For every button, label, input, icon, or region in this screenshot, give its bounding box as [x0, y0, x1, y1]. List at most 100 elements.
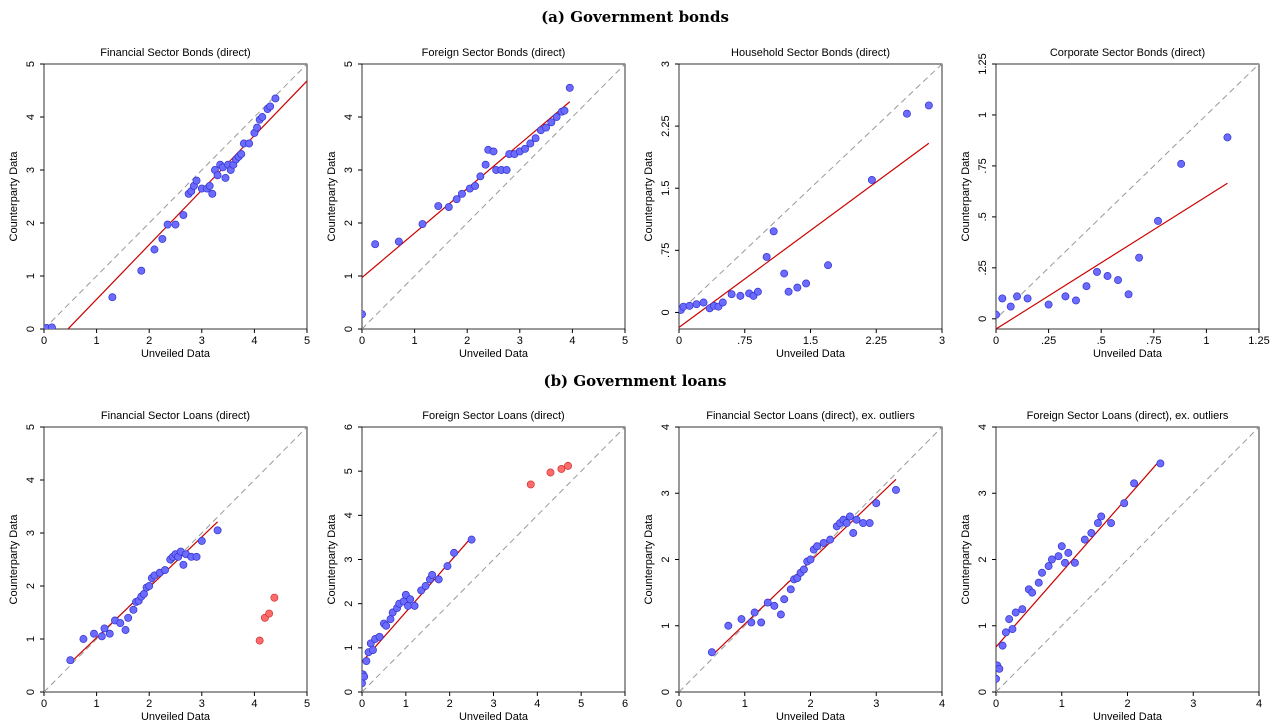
y-tick-label: 5 — [343, 468, 355, 474]
point — [163, 220, 172, 229]
point — [692, 300, 701, 309]
fit-line — [679, 142, 930, 328]
point — [685, 301, 694, 310]
point — [266, 102, 275, 111]
point — [824, 261, 832, 270]
point — [457, 189, 466, 198]
y-tick-label: 3 — [25, 530, 37, 536]
point — [66, 656, 75, 665]
point — [1223, 133, 1232, 142]
y-axis-label: Counterparty Data — [643, 151, 655, 242]
y-axis-label: Counterparty Data — [326, 151, 338, 242]
point — [1028, 588, 1037, 597]
y-tick-label: 5 — [343, 61, 355, 67]
point — [253, 123, 261, 132]
y-tick-label: 3 — [25, 167, 37, 173]
y-tick-label: 0 — [343, 689, 355, 695]
x-tick-label: 3 — [873, 698, 879, 710]
x-tick-label: 2 — [146, 698, 152, 710]
y-tick-label: 3 — [977, 490, 989, 496]
outlier-point — [255, 636, 264, 645]
x-tick-label: .5 — [1097, 335, 1106, 347]
y-tick-label: 0 — [660, 689, 672, 695]
x-tick-label: 3 — [939, 335, 945, 347]
point — [1093, 519, 1102, 528]
point — [197, 537, 206, 545]
x-axis-label: Unveiled Data — [776, 348, 846, 360]
outlier-point — [265, 609, 274, 618]
point — [258, 113, 267, 121]
plot-frame — [995, 63, 1260, 330]
point — [1120, 499, 1129, 508]
point — [362, 672, 369, 681]
point — [404, 601, 412, 610]
point — [1054, 552, 1063, 561]
section-heading: (b) Government loans — [543, 372, 726, 390]
y-tick-label: 0 — [977, 316, 989, 322]
point — [362, 657, 371, 666]
y-tick-label: .75 — [660, 243, 672, 258]
x-tick-label: .75 — [737, 335, 752, 347]
x-tick-label: 2 — [447, 698, 453, 710]
identity-line — [44, 64, 307, 329]
point — [736, 291, 745, 300]
point — [753, 287, 762, 296]
point — [780, 269, 789, 278]
point — [521, 144, 530, 153]
point — [813, 542, 822, 551]
point — [998, 294, 1007, 303]
point — [489, 147, 498, 156]
x-tick-label: 5 — [304, 335, 310, 347]
point — [1018, 605, 1027, 614]
panel-title: Household Sector Bonds (direct) — [731, 47, 890, 59]
point — [1064, 548, 1073, 557]
plot-area — [44, 64, 307, 329]
x-axis-label: Unveiled Data — [1093, 711, 1163, 721]
point — [158, 234, 167, 243]
x-axis-label: Unveiled Data — [459, 711, 529, 721]
y-tick-label: 2 — [25, 583, 37, 589]
y-axis-label: Counterparty Data — [960, 151, 972, 242]
point — [221, 173, 230, 182]
point — [471, 181, 480, 190]
point — [867, 175, 876, 184]
fit-line — [996, 459, 1161, 648]
y-tick-label: 4 — [25, 477, 37, 483]
x-tick-label: 0 — [676, 698, 682, 710]
point — [105, 629, 114, 638]
outlier-point — [270, 593, 279, 602]
point — [145, 582, 154, 590]
point — [762, 253, 771, 261]
point — [996, 664, 1004, 673]
point — [737, 615, 746, 624]
point — [1070, 558, 1079, 567]
y-tick-label: 1.25 — [977, 53, 989, 74]
x-tick-label: 0 — [41, 698, 47, 710]
point — [1135, 253, 1144, 262]
point — [476, 172, 485, 181]
x-tick-label: 4 — [534, 698, 540, 710]
point — [1044, 562, 1053, 571]
plot-frame — [361, 426, 626, 693]
point — [1044, 300, 1053, 309]
point — [1008, 625, 1017, 634]
point — [1023, 294, 1032, 303]
y-tick-label: 4 — [25, 114, 37, 120]
point — [1034, 578, 1043, 587]
x-tick-label: 2 — [1124, 698, 1130, 710]
plot-area — [679, 64, 942, 328]
plot-area — [362, 427, 625, 692]
y-tick-label: 0 — [660, 309, 672, 315]
point — [707, 648, 716, 657]
x-tick-label: 2 — [807, 698, 813, 710]
y-tick-label: .5 — [977, 212, 989, 221]
point — [205, 181, 214, 190]
point — [502, 166, 511, 174]
y-tick-label: 0 — [25, 689, 37, 695]
y-tick-label: 1.5 — [660, 181, 672, 196]
x-axis-label: Unveiled Data — [459, 348, 529, 360]
y-tick-label: 1 — [977, 112, 989, 118]
point — [428, 571, 437, 579]
point — [108, 293, 117, 302]
point — [1082, 282, 1091, 291]
